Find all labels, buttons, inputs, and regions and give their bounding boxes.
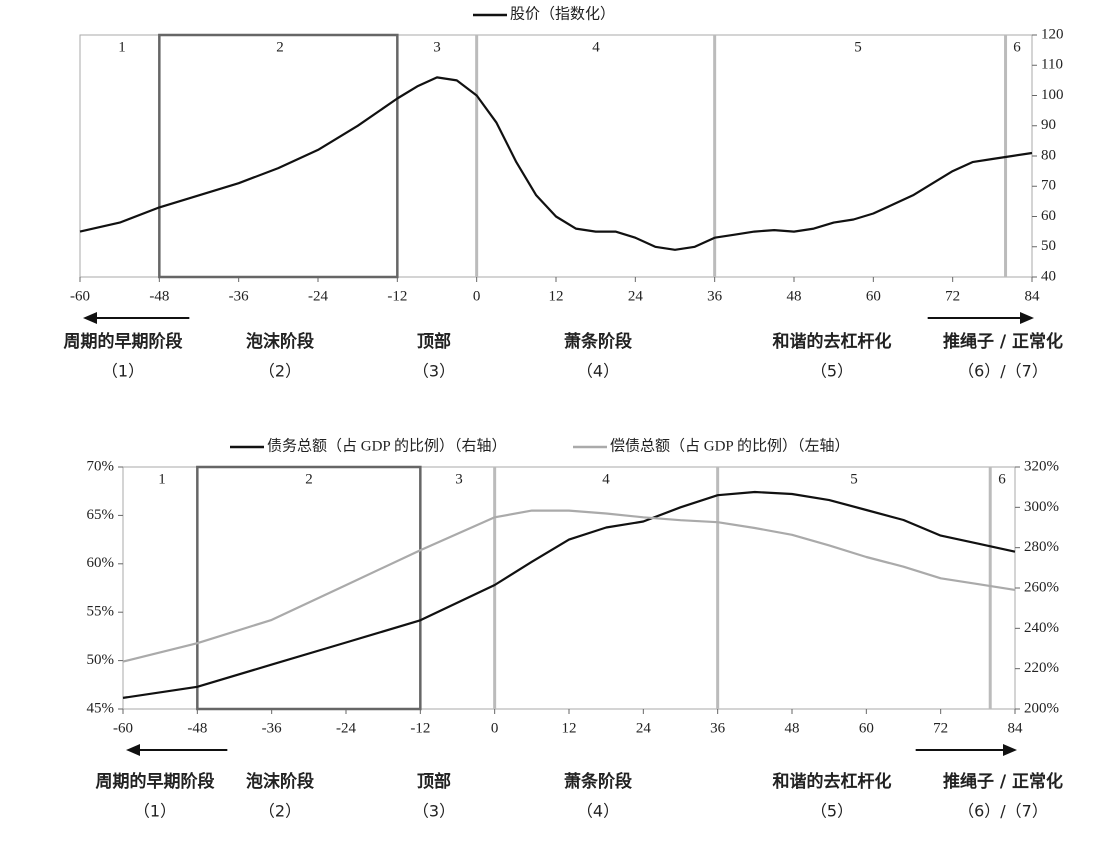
stage-number-label: （4） bbox=[577, 802, 619, 821]
y-tick-label: 65% bbox=[87, 507, 115, 523]
y-tick-label: 300% bbox=[1024, 499, 1059, 515]
y-tick-label: 280% bbox=[1024, 539, 1059, 555]
stage-number: 2 bbox=[276, 39, 284, 55]
arrow-right-head bbox=[1020, 312, 1034, 324]
x-tick-label: -36 bbox=[229, 288, 249, 304]
y-tick-label: 45% bbox=[87, 700, 115, 716]
stage-number-label: （2） bbox=[259, 802, 301, 821]
x-tick-label: 36 bbox=[707, 288, 723, 304]
x-tick-label: 60 bbox=[866, 288, 881, 304]
y-tick-label: 70% bbox=[87, 458, 115, 474]
stage-number-label: （3） bbox=[413, 362, 455, 381]
y-tick-label: 240% bbox=[1024, 620, 1059, 636]
legend-label: 偿债总额（占 GDP 的比例）（左轴） bbox=[610, 437, 849, 454]
y-tick-label: 200% bbox=[1024, 700, 1059, 716]
x-tick-label: 72 bbox=[933, 720, 948, 736]
stage-label: 和谐的去杠杆化 bbox=[773, 771, 892, 792]
x-tick-label: -24 bbox=[308, 288, 328, 304]
stage-label: 和谐的去杠杆化 bbox=[773, 331, 892, 352]
plot-frame bbox=[122, 466, 1016, 710]
x-tick-label: -48 bbox=[149, 288, 169, 304]
stage-number-label: （1） bbox=[134, 802, 176, 821]
x-tick-label: -60 bbox=[113, 720, 133, 736]
series-line bbox=[122, 509, 1016, 663]
stage-number: 3 bbox=[455, 471, 463, 487]
y-tick-label: 80 bbox=[1041, 147, 1056, 163]
stage-number: 5 bbox=[854, 39, 862, 55]
x-tick-label: 0 bbox=[473, 288, 481, 304]
y-tick-label: 320% bbox=[1024, 458, 1059, 474]
x-tick-label: 72 bbox=[945, 288, 960, 304]
series-line bbox=[122, 490, 1016, 699]
legend-label: 股价（指数化） bbox=[510, 5, 615, 22]
y-tick-label: 220% bbox=[1024, 660, 1059, 676]
y-tick-label: 50 bbox=[1041, 238, 1056, 254]
stage-number: 2 bbox=[305, 471, 313, 487]
y-tick-label: 90 bbox=[1041, 117, 1056, 133]
x-tick-label: 48 bbox=[787, 288, 802, 304]
y-tick-label: 100 bbox=[1041, 87, 1064, 103]
stage-label: 泡沫阶段 bbox=[246, 331, 314, 352]
x-tick-label: -36 bbox=[262, 720, 282, 736]
stage-label: 顶部 bbox=[417, 771, 451, 792]
x-tick-label: 36 bbox=[710, 720, 726, 736]
y-tick-label: 60% bbox=[87, 555, 115, 571]
plot-frame bbox=[79, 34, 1033, 278]
stage-number: 6 bbox=[1013, 39, 1021, 55]
stage-label: 周期的早期阶段 bbox=[64, 331, 183, 352]
stage-box bbox=[158, 33, 399, 279]
stage-number: 3 bbox=[433, 39, 441, 55]
x-tick-label: 84 bbox=[1025, 288, 1041, 304]
stage-number: 6 bbox=[998, 471, 1006, 487]
x-tick-label: -48 bbox=[187, 720, 207, 736]
y-tick-label: 40 bbox=[1041, 268, 1056, 284]
stage-number-label: （1） bbox=[102, 362, 144, 381]
x-tick-label: 24 bbox=[636, 720, 652, 736]
stage-number: 1 bbox=[118, 39, 126, 55]
y-tick-label: 70 bbox=[1041, 178, 1056, 194]
stage-label: 周期的早期阶段 bbox=[96, 771, 215, 792]
stage-label: 萧条阶段 bbox=[564, 771, 632, 792]
arrow-left-head bbox=[126, 744, 140, 756]
x-tick-label: 12 bbox=[562, 720, 577, 736]
x-tick-label: -60 bbox=[70, 288, 90, 304]
y-tick-label: 55% bbox=[87, 604, 115, 620]
stage-label: 推绳子 / 正常化 bbox=[943, 331, 1063, 352]
y-tick-label: 110 bbox=[1041, 57, 1063, 73]
stage-number-label: （5） bbox=[811, 362, 853, 381]
stage-number-label: （6）/（7） bbox=[958, 362, 1048, 381]
stage-number-label: （6）/（7） bbox=[958, 802, 1048, 821]
stage-number-label: （4） bbox=[577, 362, 619, 381]
legend-label: 债务总额（占 GDP 的比例）（右轴） bbox=[267, 437, 506, 454]
x-tick-label: 84 bbox=[1008, 720, 1024, 736]
x-tick-label: -24 bbox=[336, 720, 356, 736]
stage-number: 5 bbox=[850, 471, 858, 487]
stage-number-label: （2） bbox=[259, 362, 301, 381]
stage-number: 4 bbox=[602, 471, 610, 487]
y-tick-label: 60 bbox=[1041, 208, 1056, 224]
arrow-left-head bbox=[83, 312, 97, 324]
stage-number: 4 bbox=[592, 39, 600, 55]
x-tick-label: -12 bbox=[410, 720, 430, 736]
x-tick-label: 12 bbox=[549, 288, 564, 304]
stage-label: 顶部 bbox=[417, 331, 451, 352]
arrow-right-head bbox=[1003, 744, 1017, 756]
stage-label: 萧条阶段 bbox=[564, 331, 632, 352]
stage-label: 推绳子 / 正常化 bbox=[943, 771, 1063, 792]
x-tick-label: 0 bbox=[491, 720, 499, 736]
y-tick-label: 50% bbox=[87, 652, 115, 668]
stage-label: 泡沫阶段 bbox=[246, 771, 314, 792]
x-tick-label: 48 bbox=[785, 720, 800, 736]
x-tick-label: -12 bbox=[387, 288, 407, 304]
stage-number: 1 bbox=[158, 471, 166, 487]
series-line bbox=[79, 76, 1033, 251]
x-tick-label: 24 bbox=[628, 288, 644, 304]
stage-number-label: （3） bbox=[413, 802, 455, 821]
y-tick-label: 260% bbox=[1024, 579, 1059, 595]
stage-number-label: （5） bbox=[811, 802, 853, 821]
y-tick-label: 120 bbox=[1041, 26, 1064, 42]
x-tick-label: 60 bbox=[859, 720, 874, 736]
stage-box bbox=[196, 465, 422, 711]
